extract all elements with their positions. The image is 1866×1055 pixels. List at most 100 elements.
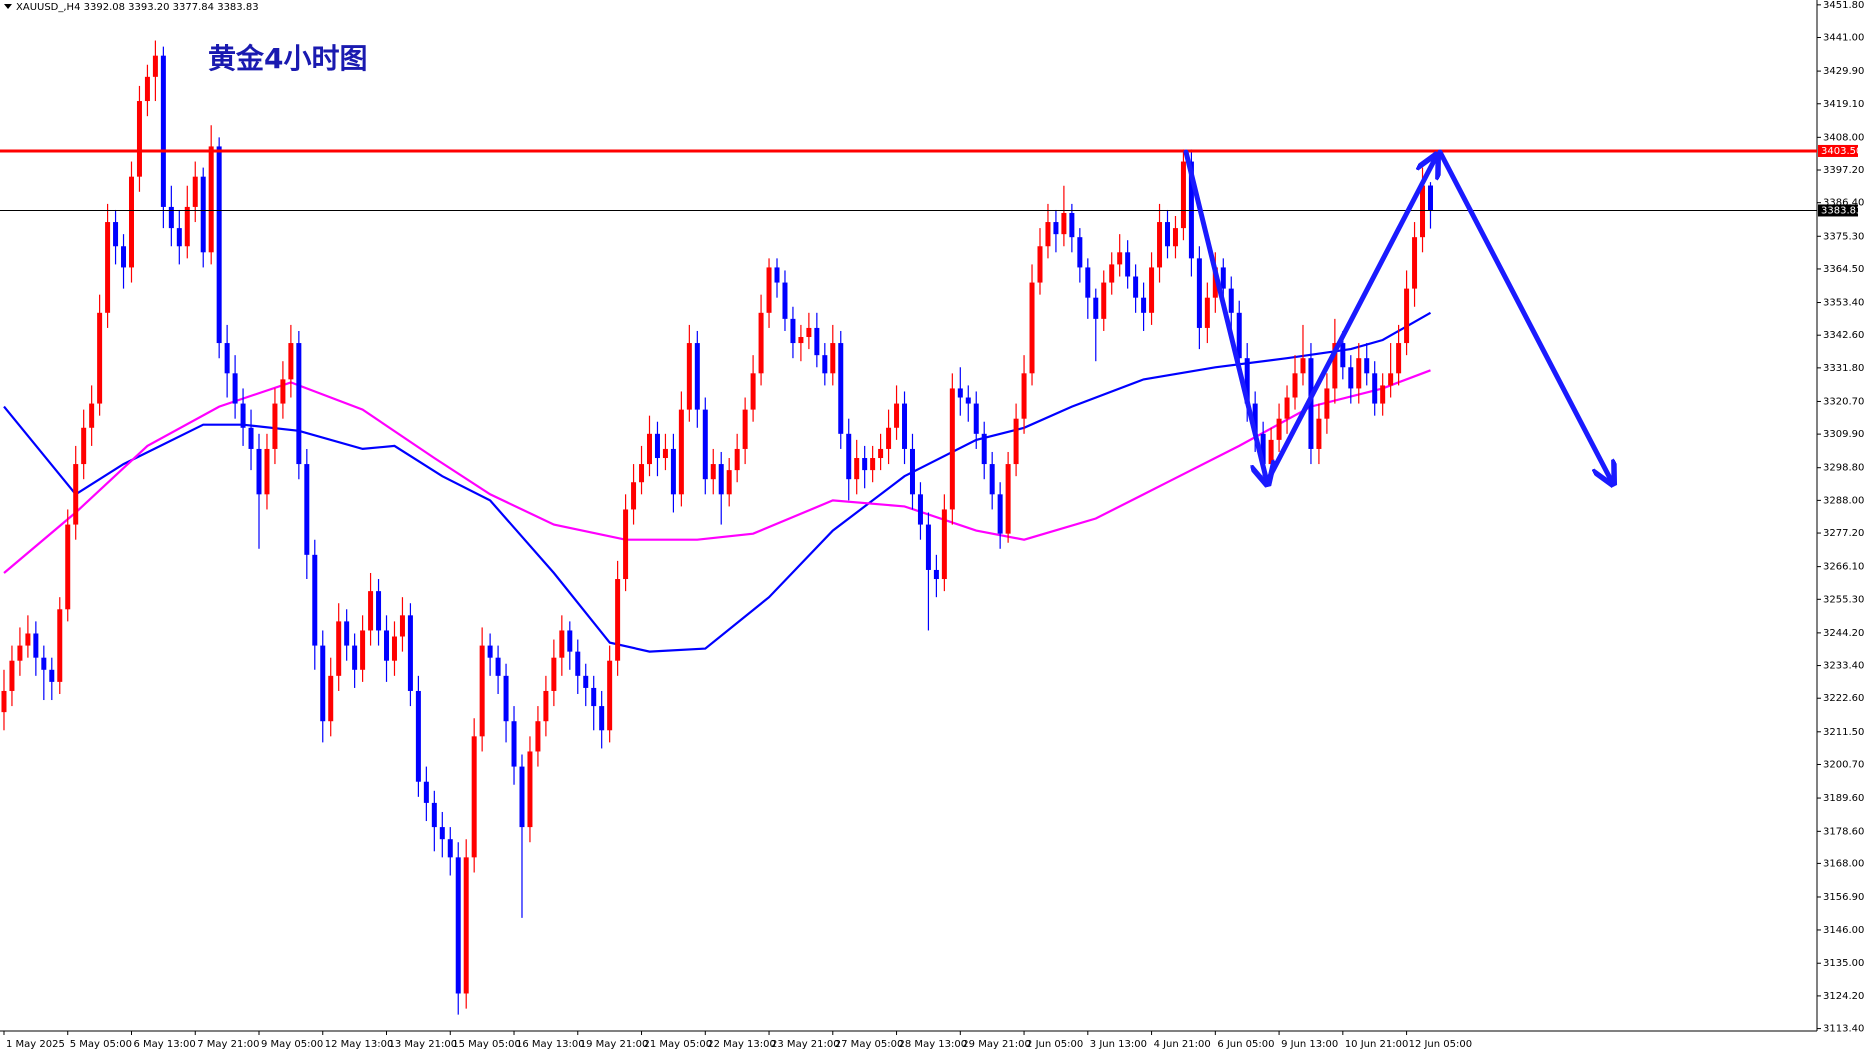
- candle-body: [949, 388, 955, 510]
- candle-body: [1276, 418, 1282, 440]
- candle-body: [646, 433, 652, 465]
- candle-body: [176, 228, 182, 247]
- header: XAUUSD_,H4 3392.08 3393.20 3377.84 3383.…: [16, 2, 259, 13]
- y-tick-label: 3178.60: [1823, 826, 1864, 837]
- y-tick-label: 3244.20: [1823, 628, 1864, 639]
- candle-body: [479, 645, 485, 737]
- candle-body: [559, 630, 565, 658]
- candle-body: [1101, 282, 1107, 319]
- chart-title: 黄金4小时图: [208, 42, 367, 75]
- candle-body: [65, 524, 71, 610]
- candle-body: [471, 736, 477, 858]
- candle-body: [766, 267, 772, 313]
- candle-body: [535, 721, 541, 752]
- price-box-label: 3403.50: [1821, 146, 1862, 157]
- y-tick-label: 3135.00: [1823, 958, 1864, 969]
- candle-body: [838, 343, 844, 434]
- candle-body: [790, 318, 796, 344]
- candle-body: [1372, 373, 1378, 404]
- candle-body: [439, 827, 445, 840]
- candle-body: [304, 464, 310, 555]
- candle-body: [376, 591, 382, 631]
- candle-body: [1228, 288, 1234, 313]
- candle-body: [973, 403, 979, 434]
- candle-body: [1037, 246, 1043, 283]
- candle-body: [1236, 312, 1242, 359]
- candle-body: [886, 427, 892, 449]
- candle-body: [623, 509, 629, 580]
- y-tick-label: 3320.70: [1823, 396, 1864, 407]
- candle-body: [583, 675, 589, 688]
- candle-body: [447, 839, 453, 858]
- x-tick-label: 29 May 21:00: [962, 1039, 1031, 1050]
- candle-body: [1292, 373, 1298, 398]
- y-tick-label: 3124.20: [1823, 991, 1864, 1002]
- candle-body: [1284, 397, 1290, 419]
- candle-body: [822, 355, 828, 374]
- arrow: [1264, 157, 1436, 485]
- y-tick-label: 3156.90: [1823, 892, 1864, 903]
- candle-body: [9, 660, 15, 691]
- candle-body: [519, 766, 525, 828]
- y-tick-label: 3309.90: [1823, 429, 1864, 440]
- candle-body: [1244, 358, 1250, 404]
- y-tick-label: 3408.00: [1823, 132, 1864, 143]
- candle-body: [917, 494, 923, 525]
- candle-body: [97, 312, 103, 404]
- x-tick-label: 4 Jun 21:00: [1154, 1039, 1211, 1050]
- candle-body: [49, 669, 55, 682]
- y-tick-label: 3419.10: [1823, 99, 1864, 110]
- candle-body: [1356, 358, 1362, 389]
- y-tick-label: 3113.40: [1823, 1024, 1864, 1035]
- candle-body: [113, 222, 119, 247]
- y-tick-label: 3364.50: [1823, 264, 1864, 275]
- candle-body: [1268, 439, 1274, 465]
- ma-line: [3, 311, 1432, 653]
- candle-body: [750, 373, 756, 410]
- candle-body: [73, 464, 79, 525]
- candle-body: [41, 657, 47, 670]
- ma-line: [3, 369, 1431, 574]
- candle-body: [1109, 264, 1115, 283]
- candle-body: [981, 433, 987, 465]
- candle-body: [607, 660, 613, 731]
- candle-body: [718, 464, 724, 495]
- candle-body: [1188, 161, 1194, 259]
- candle-body: [694, 343, 700, 410]
- candle-body: [431, 802, 437, 828]
- candle-body: [734, 448, 740, 471]
- x-tick-label: 27 May 05:00: [835, 1039, 904, 1050]
- candle-body: [806, 327, 812, 338]
- candle-body: [248, 427, 254, 449]
- x-tick-label: 9 May 05:00: [261, 1039, 323, 1050]
- x-tick-label: 3 Jun 13:00: [1090, 1039, 1147, 1050]
- candle-body: [136, 101, 142, 177]
- candle-body: [678, 409, 684, 495]
- candle-body: [1348, 367, 1354, 389]
- y-tick-label: 3342.60: [1823, 330, 1864, 341]
- candle-body: [997, 494, 1003, 534]
- candle-body: [591, 687, 597, 707]
- candle-body: [1085, 267, 1091, 298]
- candle-body: [909, 448, 915, 495]
- candle-body: [1180, 161, 1186, 229]
- y-tick-label: 3233.40: [1823, 661, 1864, 672]
- candle-body: [1172, 228, 1178, 247]
- x-tick-label: 28 May 13:00: [899, 1039, 968, 1050]
- candle-body: [1013, 418, 1019, 465]
- candle-body: [989, 464, 995, 495]
- candle-body: [615, 579, 621, 661]
- x-tick-label: 12 May 13:00: [325, 1039, 394, 1050]
- candle-body: [702, 409, 708, 480]
- candle-body: [710, 464, 716, 480]
- y-tick-label: 3168.00: [1823, 858, 1864, 869]
- candle-body: [89, 403, 95, 428]
- candle-body: [208, 146, 214, 253]
- candle-body: [957, 388, 963, 398]
- candle-body: [25, 633, 31, 646]
- x-tick-label: 19 May 21:00: [580, 1039, 649, 1050]
- candle-body: [1420, 185, 1426, 238]
- candle-body: [1045, 222, 1051, 247]
- candle-body: [121, 246, 127, 268]
